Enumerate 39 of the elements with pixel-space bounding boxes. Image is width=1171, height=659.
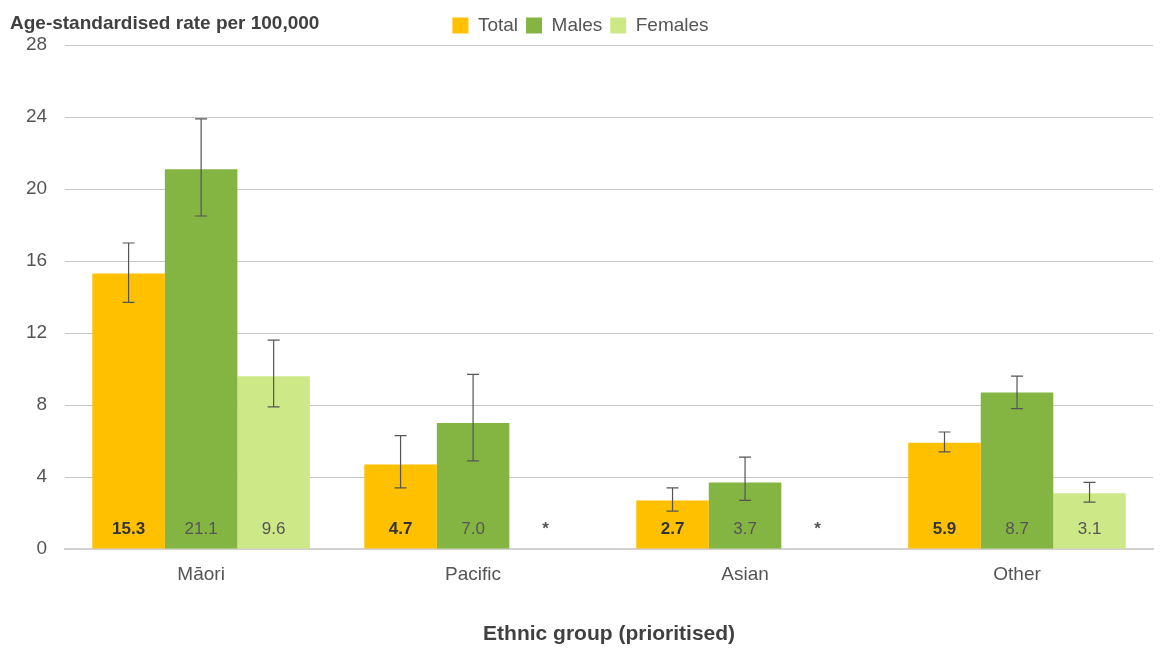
data-label: 3.1 [1077,518,1102,538]
x-axis-title: Ethnic group (prioritised) [483,621,736,645]
bar [636,500,709,549]
x-tick-label: Māori [177,562,225,584]
text: * [814,518,821,538]
bar [237,376,310,549]
bar [364,464,437,549]
bar [92,273,165,549]
y-tick-label: 8 [36,393,48,415]
y-tick-label: 0 [36,537,48,559]
x-tick-label: Pacific [445,562,502,584]
legend-label: Total [477,13,519,35]
data-label: 9.6 [261,518,286,538]
data-label: 3.7 [733,518,757,538]
legend-label: Males [551,13,603,35]
bar [164,169,238,549]
y-tick-label: 20 [25,177,48,199]
y-tick-label: 28 [25,33,48,55]
y-tick-label: 24 [25,105,48,127]
x-tick-label: Other [993,562,1042,584]
data-label: 2.7 [660,518,685,538]
bar [908,442,981,549]
text: * [542,518,549,538]
data-label: 8.7 [1005,518,1029,538]
y-tick-label: 12 [25,321,48,343]
y-tick-label: 4 [36,465,48,487]
data-label: 15.3 [112,518,146,538]
bar [980,392,1054,549]
data-label: 7.0 [461,518,485,538]
data-label: 21.1 [184,518,218,538]
legend-label: Females [635,13,709,35]
bar [436,423,510,549]
bar [708,482,782,549]
bar [1053,493,1126,549]
y-tick-label: 16 [25,249,48,271]
x-tick-label: Asian [721,562,769,584]
data-label: 4.7 [388,518,413,538]
y-axis-title: Age-standardised rate per 100,000 [10,12,320,34]
data-label: 5.9 [932,518,957,538]
